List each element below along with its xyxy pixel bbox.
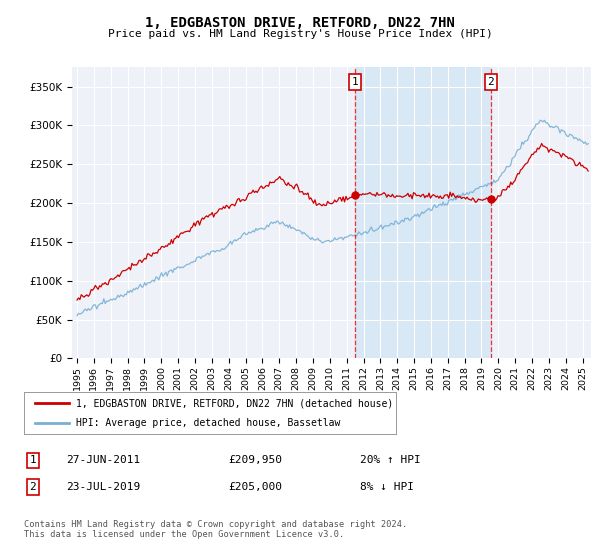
- Text: HPI: Average price, detached house, Bassetlaw: HPI: Average price, detached house, Bass…: [76, 418, 340, 428]
- Text: 1: 1: [29, 455, 37, 465]
- Text: 23-JUL-2019: 23-JUL-2019: [66, 482, 140, 492]
- Text: 2: 2: [29, 482, 37, 492]
- Text: 2: 2: [487, 77, 494, 87]
- Text: £209,950: £209,950: [228, 455, 282, 465]
- Text: 1, EDGBASTON DRIVE, RETFORD, DN22 7HN: 1, EDGBASTON DRIVE, RETFORD, DN22 7HN: [145, 16, 455, 30]
- Text: 27-JUN-2011: 27-JUN-2011: [66, 455, 140, 465]
- Text: 1: 1: [352, 77, 358, 87]
- Text: 20% ↑ HPI: 20% ↑ HPI: [360, 455, 421, 465]
- Text: Price paid vs. HM Land Registry's House Price Index (HPI): Price paid vs. HM Land Registry's House …: [107, 29, 493, 39]
- Text: 8% ↓ HPI: 8% ↓ HPI: [360, 482, 414, 492]
- Text: £205,000: £205,000: [228, 482, 282, 492]
- Text: 1, EDGBASTON DRIVE, RETFORD, DN22 7HN (detached house): 1, EDGBASTON DRIVE, RETFORD, DN22 7HN (d…: [76, 398, 394, 408]
- Bar: [355, 67, 491, 358]
- Text: Contains HM Land Registry data © Crown copyright and database right 2024.
This d: Contains HM Land Registry data © Crown c…: [24, 520, 407, 539]
